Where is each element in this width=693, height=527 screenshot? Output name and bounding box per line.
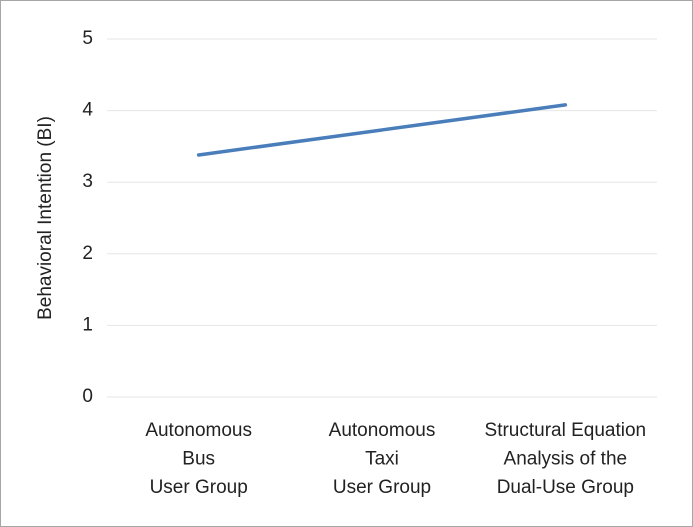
x-tick-label: User Group [333,477,431,498]
y-tick-label: 0 [82,386,93,407]
y-tick-label: 4 [82,100,93,121]
x-tick-label: Dual-Use Group [497,477,634,498]
data-line [196,103,568,157]
x-tick-label: Autonomous [145,420,252,441]
x-tick-label: Autonomous [329,420,436,441]
x-tick-label: User Group [150,477,248,498]
y-tick-label: 3 [82,171,93,192]
y-tick-label: 5 [82,28,93,49]
y-tick-label: 1 [82,314,93,335]
y-axis-label: Behavioral Intention (BI) [35,116,56,320]
x-tick-label: Bus [182,449,215,470]
x-tick-label: Analysis of the [504,449,628,470]
y-tick-label: 2 [82,243,93,264]
x-tick-label: Taxi [365,449,399,470]
x-tick-label: Structural Equation [485,420,647,441]
